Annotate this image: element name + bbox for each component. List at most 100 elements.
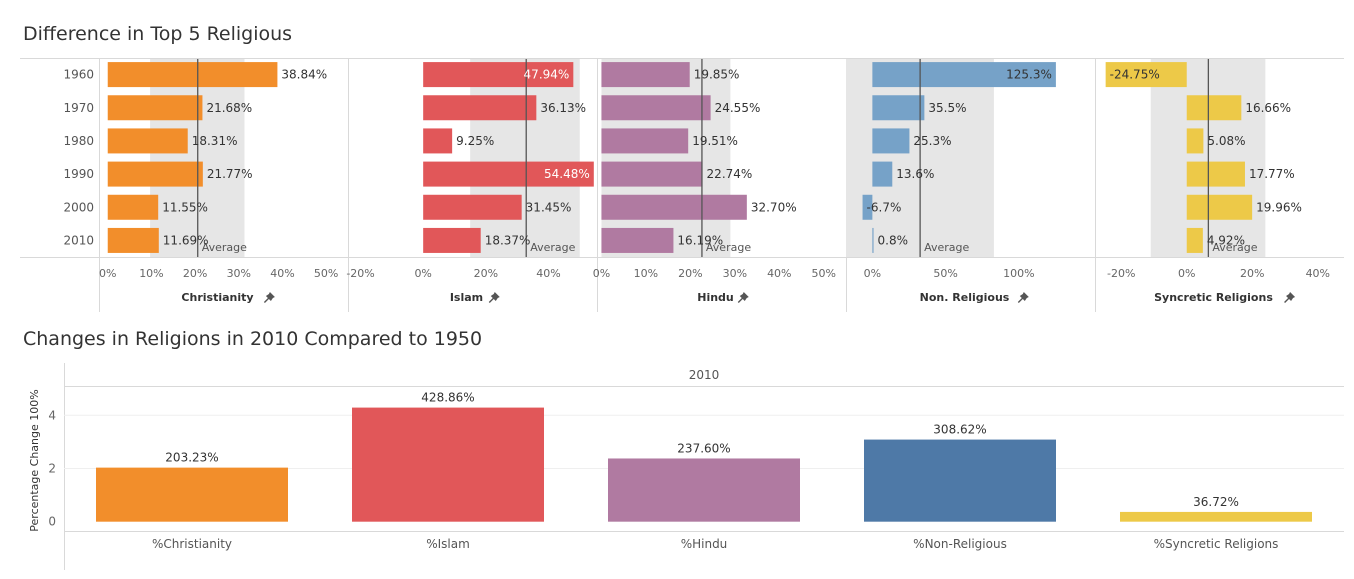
- year-label-1970: 1970: [63, 101, 94, 115]
- bottom-chart-title: Changes in Religions in 2010 Compared to…: [23, 328, 483, 350]
- bar-non-religious-2010: [872, 227, 874, 253]
- tick-label: 20%: [1240, 267, 1264, 280]
- data-label-hindu-1960: 19.85%: [694, 68, 740, 82]
- bar-islam-1970: [423, 95, 537, 121]
- tick-label: -20%: [1107, 267, 1135, 280]
- bar-non-religious-1980: [872, 128, 910, 154]
- tick-label: 0%: [864, 267, 881, 280]
- tick-label: 0%: [1178, 267, 1195, 280]
- average-label: Average: [924, 241, 969, 254]
- data-label-islam-2000: 31.45%: [526, 200, 572, 214]
- panel-hindu: Average 19.85% 24.55% 19.51% 22.74% 32.70% 16.…: [593, 59, 836, 304]
- tick-label: 0%: [99, 267, 116, 280]
- data-label-islam: 428.86%: [421, 391, 474, 405]
- tick-label: 20%: [474, 267, 498, 280]
- data-label-christianity-2010: 11.69%: [163, 233, 209, 247]
- bar-non-religious-1960: [872, 62, 1056, 88]
- data-label-islam-1990: 54.48%: [544, 167, 590, 181]
- data-label-christianity-1990: 21.77%: [207, 167, 253, 181]
- pin-icon: [263, 292, 275, 303]
- data-label-hindu-1970: 24.55%: [715, 101, 761, 115]
- bar-syncretic-religions-1980: [1186, 128, 1204, 154]
- data-label-islam-1960: 47.94%: [524, 68, 570, 82]
- data-label-non-religious-1980: 25.3%: [913, 134, 951, 148]
- panel-islam: Average 47.94% 36.13% 9.25% 54.48% 31.45% 18.3…: [346, 59, 594, 304]
- year-label-2000: 2000: [63, 200, 94, 214]
- category-label-syncretic-religions: %Syncretic Religions: [1154, 537, 1279, 551]
- tick-label: 40%: [270, 267, 294, 280]
- tick-label: 0%: [593, 267, 610, 280]
- top-chart-title: Difference in Top 5 Religious: [23, 23, 293, 45]
- bar-non-religious-1990: [872, 161, 893, 187]
- data-label-syncretic-religions-2000: 19.96%: [1256, 200, 1302, 214]
- data-label-christianity: 203.23%: [165, 451, 218, 465]
- data-label-hindu-1980: 19.51%: [692, 134, 738, 148]
- panel-syncretic-religions: Average -24.75% 16.66% 5.08% 17.77% 19.96% 4.9…: [1105, 59, 1330, 304]
- data-label-non-religious-1990: 13.6%: [896, 167, 934, 181]
- panel-non-religious: Average 125.3% 35.5% 25.3% 13.6% -6.7% 0.8% 0% 5…: [846, 59, 1056, 304]
- bar-hindu-1990: [601, 161, 703, 187]
- tick-label: 50%: [314, 267, 338, 280]
- data-label-hindu-1990: 22.74%: [707, 167, 753, 181]
- year-label-1980: 1980: [63, 134, 94, 148]
- data-label-syncretic-religions-2010: 4.92%: [1207, 233, 1245, 247]
- panel-christianity: Average 38.84% 21.68% 18.31% 21.77% 11.55% 11.…: [99, 59, 338, 304]
- data-label-hindu-2000: 32.70%: [751, 200, 797, 214]
- data-label-non-religious: 308.62%: [933, 423, 986, 437]
- pin-icon: [488, 292, 500, 303]
- data-label-syncretic-religions-1970: 16.66%: [1245, 101, 1291, 115]
- data-label-hindu-2010: 16.19%: [677, 233, 723, 247]
- bar-non-religious: [864, 439, 1056, 522]
- data-label-non-religious-1970: 35.5%: [928, 101, 966, 115]
- data-label-islam-2010: 18.37%: [485, 233, 531, 247]
- pin-icon: [1017, 292, 1029, 303]
- difference-chart: 1960 1970 1980 1990 2000 2010 Average 38.84% 21.…: [20, 58, 1344, 312]
- data-label-christianity-1960: 38.84%: [281, 68, 327, 82]
- reference-band: [601, 59, 731, 257]
- data-label-christianity-2000: 11.55%: [162, 200, 208, 214]
- year-label-2010: 2010: [63, 233, 94, 247]
- bar-syncretic-religions: [1120, 511, 1312, 522]
- data-label-islam-1970: 36.13%: [540, 101, 586, 115]
- bar-non-religious-1970: [872, 95, 925, 121]
- column-header: 2010: [689, 368, 720, 382]
- bar-islam-2010: [423, 227, 481, 253]
- year-label-1990: 1990: [63, 167, 94, 181]
- bar-hindu-1970: [601, 95, 711, 121]
- data-label-non-religious-1960: 125.3%: [1006, 68, 1052, 82]
- bar-christianity: [96, 467, 288, 522]
- bar-hindu: [608, 458, 800, 522]
- tick-label: 50%: [933, 267, 957, 280]
- tick-label: 30%: [227, 267, 251, 280]
- bar-islam-1990: [423, 161, 594, 187]
- bar-hindu-2010: [601, 227, 674, 253]
- data-label-syncretic-religions-1980: 5.08%: [1207, 134, 1245, 148]
- y-tick-label: 2: [48, 461, 56, 475]
- bar-christianity-1970: [107, 95, 203, 121]
- tick-label: 0%: [414, 267, 431, 280]
- bar-christianity-2010: [107, 227, 159, 253]
- data-label-non-religious-2000: -6.7%: [867, 200, 902, 214]
- tick-label: 10%: [139, 267, 163, 280]
- pin-icon: [737, 292, 749, 303]
- y-tick-label: 0: [48, 515, 56, 529]
- pin-icon: [1284, 292, 1296, 303]
- bar-christianity-1980: [107, 128, 188, 154]
- tick-label: 50%: [812, 267, 836, 280]
- bar-islam-2000: [423, 194, 522, 220]
- panel-name-non-religious: Non. Religious: [920, 291, 1010, 304]
- tick-label: 40%: [1306, 267, 1330, 280]
- data-label-christianity-1970: 21.68%: [206, 101, 252, 115]
- data-label-syncretic-religions: 36.72%: [1193, 495, 1239, 509]
- data-label-islam-1980: 9.25%: [456, 134, 494, 148]
- category-label-islam: %Islam: [426, 537, 470, 551]
- bar-syncretic-religions-2010: [1186, 227, 1203, 253]
- bar-hindu-1980: [601, 128, 689, 154]
- bar-non-religious-2000: [862, 194, 873, 220]
- bar-islam: [352, 407, 544, 522]
- data-label-hindu: 237.60%: [677, 441, 730, 455]
- tick-label: 20%: [678, 267, 702, 280]
- tick-label: -20%: [346, 267, 374, 280]
- panel-name-hindu: Hindu: [697, 291, 734, 304]
- category-label-non-religious: %Non-Religious: [913, 537, 1007, 551]
